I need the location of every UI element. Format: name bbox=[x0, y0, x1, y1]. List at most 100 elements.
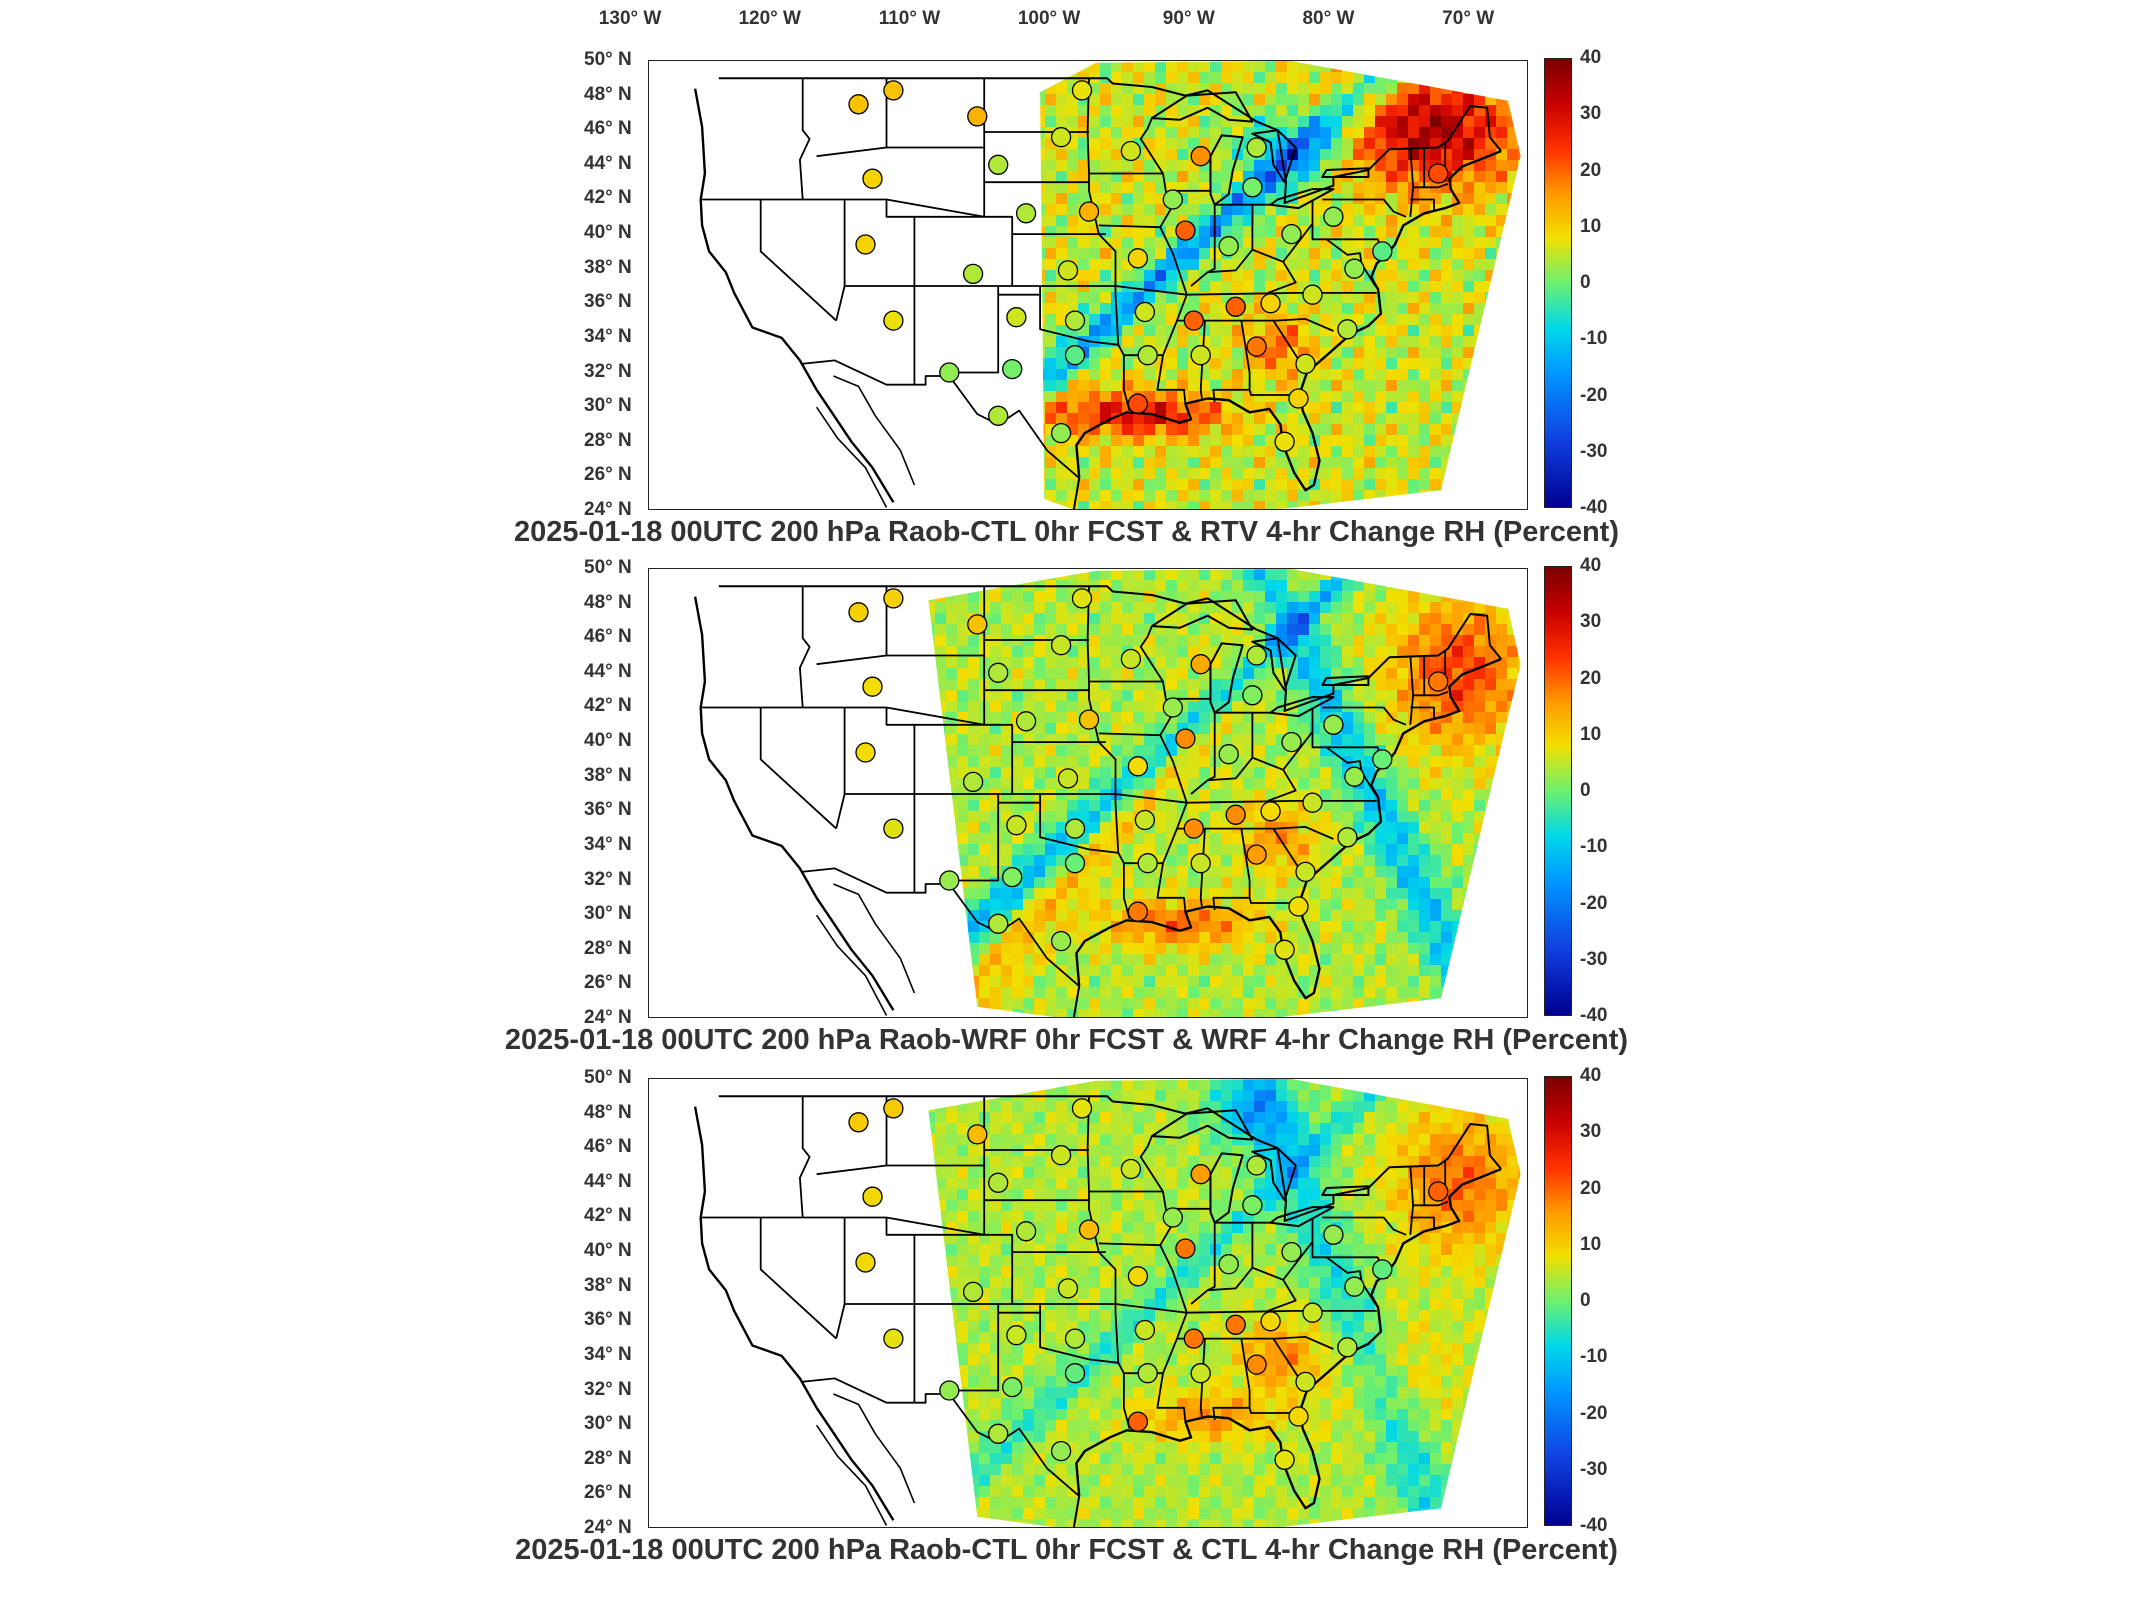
station-marker[interactable] bbox=[1302, 284, 1323, 305]
station-marker[interactable] bbox=[1006, 1325, 1027, 1346]
station-marker[interactable] bbox=[962, 263, 984, 285]
station-marker[interactable] bbox=[1162, 189, 1183, 210]
map-area[interactable] bbox=[648, 568, 1528, 1018]
station-marker[interactable] bbox=[1246, 1155, 1267, 1176]
station-marker[interactable] bbox=[1281, 731, 1302, 753]
station-marker[interactable] bbox=[883, 80, 904, 101]
station-marker[interactable] bbox=[1225, 296, 1246, 317]
station-marker[interactable] bbox=[1274, 1449, 1295, 1470]
station-marker[interactable] bbox=[855, 742, 876, 763]
station-marker[interactable] bbox=[862, 168, 883, 189]
station-marker[interactable] bbox=[1337, 827, 1358, 848]
station-marker[interactable] bbox=[1057, 260, 1079, 281]
station-marker[interactable] bbox=[1134, 301, 1156, 323]
station-marker[interactable] bbox=[1050, 1440, 1072, 1462]
station-marker[interactable] bbox=[988, 405, 1009, 426]
station-marker[interactable] bbox=[1127, 1266, 1149, 1287]
station-marker[interactable] bbox=[1190, 654, 1211, 675]
station-marker[interactable] bbox=[1190, 853, 1211, 874]
station-marker[interactable] bbox=[1127, 901, 1149, 922]
station-marker[interactable] bbox=[1057, 1278, 1079, 1299]
station-marker[interactable] bbox=[939, 362, 960, 383]
station-marker[interactable] bbox=[1242, 685, 1263, 706]
station-marker[interactable] bbox=[1323, 1224, 1344, 1245]
station-marker[interactable] bbox=[1225, 804, 1246, 825]
station-marker[interactable] bbox=[1274, 431, 1295, 452]
station-marker[interactable] bbox=[1064, 853, 1086, 874]
station-marker[interactable] bbox=[1002, 866, 1023, 888]
station-marker[interactable] bbox=[1050, 422, 1072, 444]
station-marker[interactable] bbox=[1137, 853, 1158, 874]
station-marker[interactable] bbox=[862, 676, 883, 697]
station-marker[interactable] bbox=[988, 154, 1009, 175]
station-marker[interactable] bbox=[967, 1124, 988, 1145]
station-marker[interactable] bbox=[1175, 1238, 1196, 1259]
station-marker[interactable] bbox=[1190, 345, 1211, 366]
station-marker[interactable] bbox=[1162, 697, 1183, 718]
station-marker[interactable] bbox=[1057, 768, 1079, 789]
station-marker[interactable] bbox=[1260, 293, 1281, 314]
station-marker[interactable] bbox=[883, 588, 904, 609]
station-marker[interactable] bbox=[1337, 1337, 1358, 1358]
map-area[interactable] bbox=[648, 1078, 1528, 1528]
station-marker[interactable] bbox=[1190, 1363, 1211, 1384]
station-marker[interactable] bbox=[1006, 307, 1027, 328]
station-marker[interactable] bbox=[1218, 236, 1239, 257]
station-marker[interactable] bbox=[1295, 861, 1316, 883]
station-marker[interactable] bbox=[1281, 223, 1302, 245]
station-marker[interactable] bbox=[988, 1172, 1009, 1193]
station-marker[interactable] bbox=[1015, 1221, 1037, 1242]
station-marker[interactable] bbox=[848, 1112, 869, 1133]
map-area[interactable] bbox=[648, 60, 1528, 510]
station-marker[interactable] bbox=[1064, 818, 1086, 839]
station-marker[interactable] bbox=[1246, 1354, 1267, 1375]
station-marker[interactable] bbox=[1302, 792, 1323, 813]
station-marker[interactable] bbox=[1323, 206, 1344, 227]
station-marker[interactable] bbox=[1071, 588, 1093, 609]
station-marker[interactable] bbox=[939, 1380, 960, 1401]
station-marker[interactable] bbox=[862, 1186, 883, 1207]
station-marker[interactable] bbox=[1137, 345, 1158, 366]
station-marker[interactable] bbox=[1260, 1311, 1281, 1332]
station-marker[interactable] bbox=[1288, 896, 1309, 917]
station-marker[interactable] bbox=[1050, 635, 1072, 656]
station-marker[interactable] bbox=[883, 310, 904, 331]
station-marker[interactable] bbox=[1064, 310, 1086, 331]
station-marker[interactable] bbox=[1295, 353, 1316, 375]
station-marker[interactable] bbox=[848, 602, 869, 623]
station-marker[interactable] bbox=[1050, 1145, 1072, 1166]
station-marker[interactable] bbox=[967, 614, 988, 635]
station-marker[interactable] bbox=[883, 818, 904, 839]
station-marker[interactable] bbox=[1183, 310, 1204, 331]
station-marker[interactable] bbox=[1323, 714, 1344, 735]
station-marker[interactable] bbox=[1183, 818, 1204, 839]
station-marker[interactable] bbox=[883, 1098, 904, 1119]
station-marker[interactable] bbox=[1120, 1158, 1142, 1180]
station-marker[interactable] bbox=[939, 870, 960, 891]
station-marker[interactable] bbox=[1183, 1328, 1204, 1349]
station-marker[interactable] bbox=[1078, 1219, 1100, 1240]
station-marker[interactable] bbox=[1015, 711, 1037, 732]
station-marker[interactable] bbox=[1242, 177, 1263, 198]
station-marker[interactable] bbox=[1225, 1314, 1246, 1335]
station-marker[interactable] bbox=[883, 1328, 904, 1349]
station-marker[interactable] bbox=[1246, 336, 1267, 357]
station-marker[interactable] bbox=[1050, 930, 1072, 952]
station-marker[interactable] bbox=[1274, 939, 1295, 960]
station-marker[interactable] bbox=[1078, 201, 1100, 222]
station-marker[interactable] bbox=[855, 234, 876, 255]
station-marker[interactable] bbox=[1337, 319, 1358, 340]
station-marker[interactable] bbox=[1127, 248, 1149, 269]
station-marker[interactable] bbox=[1344, 766, 1365, 787]
station-marker[interactable] bbox=[988, 913, 1009, 934]
station-marker[interactable] bbox=[1064, 345, 1086, 366]
station-marker[interactable] bbox=[962, 1281, 984, 1303]
station-marker[interactable] bbox=[1127, 756, 1149, 777]
station-marker[interactable] bbox=[1246, 137, 1267, 158]
station-marker[interactable] bbox=[1137, 1363, 1158, 1384]
station-marker[interactable] bbox=[1288, 1406, 1309, 1427]
station-marker[interactable] bbox=[1428, 163, 1449, 184]
station-marker[interactable] bbox=[1302, 1302, 1323, 1323]
station-marker[interactable] bbox=[1246, 645, 1267, 666]
station-marker[interactable] bbox=[988, 1423, 1009, 1444]
